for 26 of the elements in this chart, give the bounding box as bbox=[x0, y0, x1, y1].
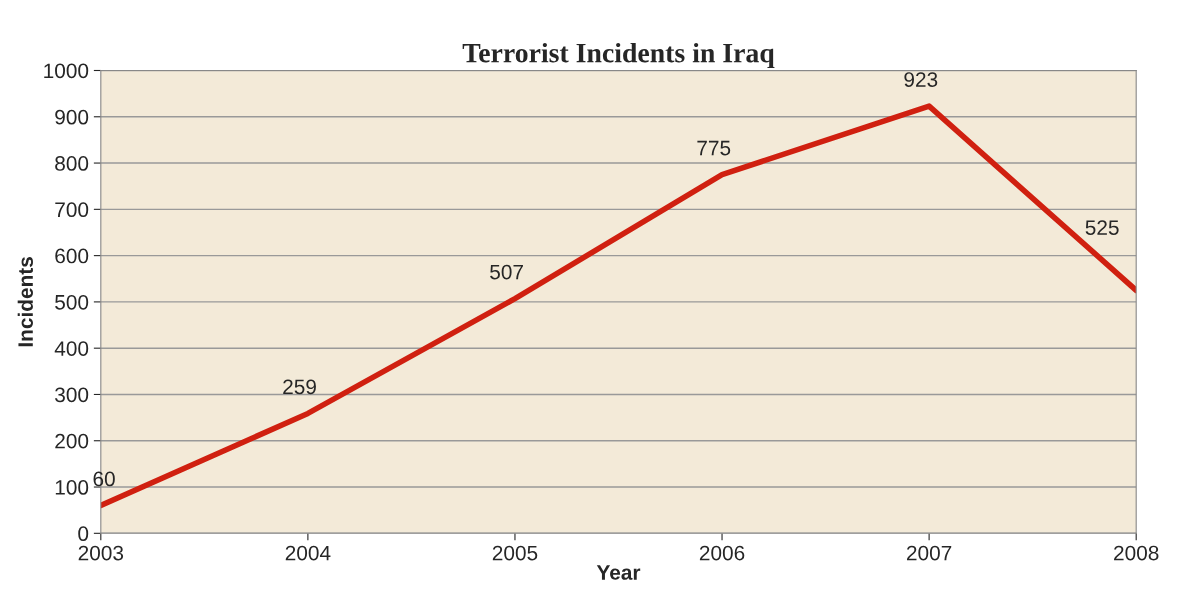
data-label: 507 bbox=[490, 264, 523, 280]
x-tick-label: 2006 bbox=[699, 545, 745, 561]
y-tick-label: 500 bbox=[55, 294, 89, 310]
x-tick-label: 2008 bbox=[1114, 545, 1159, 561]
y-tick-label: 1000 bbox=[44, 63, 89, 79]
y-tick-label: 600 bbox=[55, 248, 89, 264]
x-tick-label: 2007 bbox=[906, 545, 952, 561]
x-tick-label: 2004 bbox=[285, 545, 331, 561]
x-tick-label: 2005 bbox=[492, 545, 538, 561]
y-tick-label: 0 bbox=[78, 526, 89, 542]
y-tick-label: 300 bbox=[55, 387, 89, 403]
chart-title: Terrorist Incidents in Iraq bbox=[462, 42, 775, 69]
data-label: 60 bbox=[93, 471, 115, 487]
y-tick-label: 400 bbox=[54, 341, 89, 356]
y-tick-label: 800 bbox=[55, 156, 89, 171]
y-tick-label: 900 bbox=[55, 109, 89, 125]
y-axis-title: Incidents bbox=[17, 257, 33, 347]
data-label: 923 bbox=[904, 72, 938, 87]
data-label: 775 bbox=[697, 140, 731, 156]
y-tick-label: 700 bbox=[55, 202, 89, 218]
data-label: 525 bbox=[1085, 220, 1119, 235]
y-tick-label: 100 bbox=[55, 480, 89, 495]
data-label: 259 bbox=[283, 379, 316, 395]
x-axis-title: Year bbox=[596, 565, 641, 580]
x-tick-label: 2003 bbox=[78, 545, 124, 561]
y-tick-label: 200 bbox=[55, 433, 89, 449]
